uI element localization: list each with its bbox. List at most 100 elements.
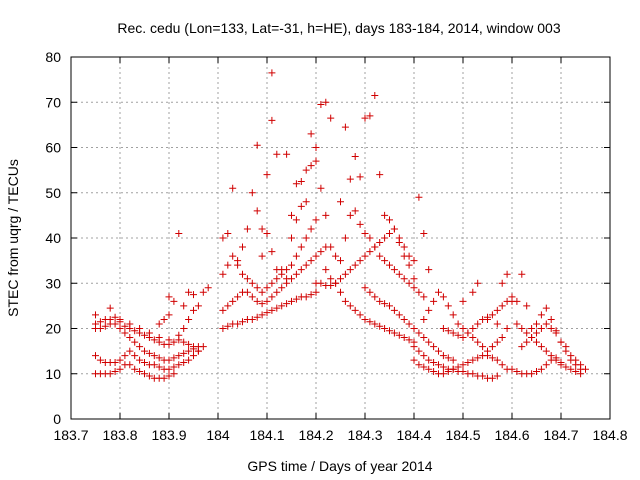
data-point: [170, 354, 178, 362]
data-point: [488, 311, 496, 319]
data-point: [425, 266, 433, 274]
data-point: [542, 347, 550, 355]
data-point: [562, 343, 570, 351]
data-point: [415, 361, 423, 369]
data-point: [258, 300, 266, 308]
data-point: [381, 257, 389, 265]
data-point: [292, 295, 300, 303]
data-point: [92, 352, 99, 360]
data-point: [474, 320, 482, 328]
data-point: [493, 372, 501, 380]
x-tick-label: 183.7: [53, 427, 88, 443]
data-point: [297, 266, 305, 274]
data-point: [508, 297, 516, 305]
data-point: [116, 325, 124, 332]
data-point: [381, 325, 389, 332]
data-point: [341, 234, 349, 242]
data-point: [145, 372, 153, 380]
data-point: [121, 352, 129, 360]
data-point: [474, 354, 482, 362]
data-point: [390, 306, 398, 314]
data-point: [547, 325, 555, 332]
y-axis-ticks: 0 10 20 30 40 50 60 70 80: [45, 49, 610, 427]
data-point: [386, 229, 393, 237]
data-point: [474, 338, 482, 346]
data-point: [145, 349, 153, 357]
data-point: [131, 365, 139, 373]
data-point: [317, 248, 325, 256]
data-point: [415, 288, 423, 296]
data-point: [528, 370, 536, 378]
data-point: [185, 356, 193, 364]
data-point: [229, 252, 237, 260]
data-point: [356, 220, 364, 228]
data-point: [415, 347, 423, 355]
data-point: [288, 261, 295, 269]
y-tick-label: 70: [45, 94, 61, 110]
data-point: [361, 315, 369, 323]
data-point: [185, 340, 193, 348]
data-point: [376, 297, 384, 305]
data-point: [381, 211, 389, 219]
data-point: [224, 322, 232, 330]
data-point: [415, 329, 423, 337]
data-point: [248, 293, 256, 301]
data-point: [356, 257, 364, 265]
data-point: [528, 334, 536, 342]
data-point: [547, 315, 555, 323]
x-tick-label: 184.7: [543, 427, 578, 443]
data-point: [165, 336, 173, 344]
data-point: [111, 313, 119, 321]
data-point: [234, 257, 242, 265]
y-tick-label: 60: [45, 140, 61, 156]
data-point: [361, 252, 369, 260]
data-point: [155, 320, 163, 328]
data-point: [106, 370, 114, 378]
data-point: [484, 347, 491, 355]
data-point: [542, 361, 550, 369]
data-point: [312, 144, 320, 151]
data-point: [371, 243, 379, 251]
data-point: [557, 338, 565, 346]
data-point: [523, 329, 531, 337]
data-point: [420, 315, 428, 323]
data-point: [332, 279, 340, 287]
data-point: [136, 367, 144, 375]
data-point: [498, 334, 506, 342]
data-point: [224, 229, 232, 237]
data-point: [381, 234, 389, 242]
data-point: [185, 288, 193, 296]
data-point: [263, 284, 271, 292]
data-point: [258, 288, 266, 296]
data-point: [253, 141, 261, 149]
data-point: [170, 338, 178, 346]
data-point: [439, 293, 447, 301]
data-point: [268, 248, 276, 256]
data-point: [141, 331, 148, 339]
data-point: [131, 338, 139, 346]
data-point: [253, 284, 261, 292]
data-point: [141, 347, 148, 355]
data-point: [439, 325, 447, 332]
data-point: [131, 352, 139, 360]
data-point: [180, 349, 188, 357]
data-point: [239, 318, 246, 326]
data-point: [258, 252, 266, 260]
data-point: [386, 302, 393, 310]
data-point: [518, 325, 526, 332]
data-point: [292, 252, 300, 260]
data-point: [533, 367, 540, 375]
data-point: [258, 311, 266, 319]
data-point: [263, 297, 271, 305]
data-point: [528, 325, 536, 332]
data-point: [430, 367, 438, 375]
x-tick-label: 184: [206, 427, 230, 443]
data-point: [366, 112, 374, 120]
data-point: [459, 325, 467, 332]
data-point: [493, 306, 501, 314]
data-point: [390, 266, 398, 274]
data-point: [219, 306, 227, 314]
x-tick-label: 184.4: [396, 427, 431, 443]
data-point: [366, 288, 374, 296]
data-point: [278, 266, 286, 274]
